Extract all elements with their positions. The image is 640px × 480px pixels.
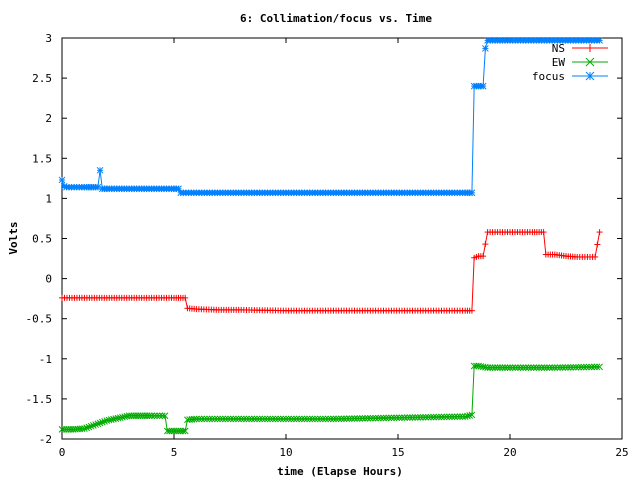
legend-marker <box>586 44 594 52</box>
x-tick-label: 20 <box>503 446 516 459</box>
series-markers-ew <box>58 362 603 435</box>
y-tick-label: -0.5 <box>26 313 53 326</box>
y-tick-label: -2 <box>39 433 52 446</box>
x-tick-label: 10 <box>279 446 292 459</box>
legend-marker <box>585 57 595 67</box>
y-axis-label: Volts <box>7 221 20 254</box>
series-focus <box>58 37 603 197</box>
y-tick-label: 1.5 <box>32 152 52 165</box>
y-tick-label: -1.5 <box>26 393 53 406</box>
y-tick-label: 1 <box>45 192 52 205</box>
legend-marker <box>585 71 595 81</box>
x-tick-label: 15 <box>391 446 404 459</box>
legend-label: EW <box>552 56 566 69</box>
y-tick-label: 0 <box>45 273 52 286</box>
x-axis-label: time (Elapse Hours) <box>277 465 403 478</box>
series-markers-focus <box>58 37 603 197</box>
legend-label: NS <box>552 42 565 55</box>
chart-title: 6: Collimation/focus vs. Time <box>240 12 432 25</box>
series-line-focus <box>61 39 600 194</box>
series-ew <box>58 362 603 435</box>
series-ns <box>59 229 603 314</box>
x-tick-label: 5 <box>171 446 178 459</box>
series-layer <box>58 37 603 435</box>
x-tick-label: 25 <box>615 446 628 459</box>
series-markers-ns <box>59 229 603 314</box>
plot-frame <box>61 37 623 440</box>
y-tick-label: -1 <box>39 353 52 366</box>
y-tick-label: 2.5 <box>32 72 52 85</box>
y-tick-label: 0.5 <box>32 233 52 246</box>
legend-label: focus <box>532 70 565 83</box>
legend-item-ew: EW <box>552 56 608 69</box>
legend-item-ns: NS <box>552 42 608 55</box>
y-tick-label: 3 <box>45 32 52 45</box>
legend-item-focus: focus <box>532 70 608 83</box>
axes: 0 5 10 15 20 25 -2 -1.5 -1 -0.5 0 0.5 1 1.5 2 2.5 3 <box>26 32 629 459</box>
series-line-ns <box>62 231 601 312</box>
x-tick-label: 0 <box>59 446 66 459</box>
y-tick-label: 2 <box>45 112 52 125</box>
